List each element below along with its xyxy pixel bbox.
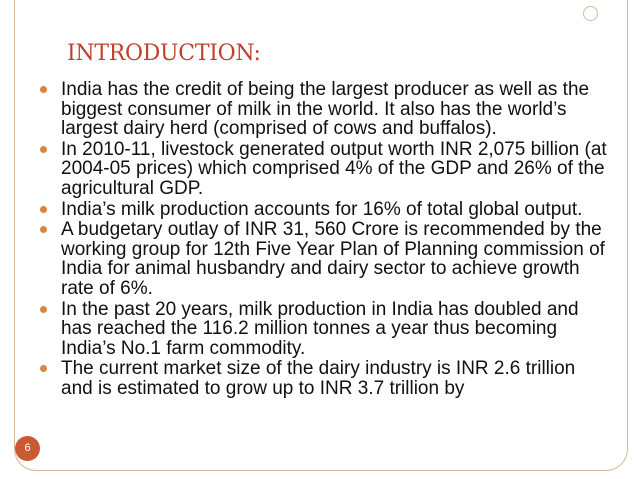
bullet-icon	[40, 145, 47, 153]
bullet-item: In the past 20 years, milk production in…	[38, 298, 608, 359]
bullet-icon	[40, 86, 47, 93]
bullet-list: India has the credit of being the larges…	[38, 80, 608, 400]
bullet-text: The current market size of the dairy ind…	[61, 358, 576, 399]
frame-circle-ornament	[583, 6, 598, 21]
bullet-text: In 2010-11, livestock generated output w…	[61, 138, 607, 199]
bullet-text: A budgetary outlay of INR 31, 560 Crore …	[61, 219, 605, 299]
bullet-item: The current market size of the dairy ind…	[38, 359, 608, 398]
bullet-icon	[40, 365, 47, 373]
bullet-icon	[40, 226, 47, 234]
bullet-text: India has the credit of being the larges…	[61, 79, 590, 140]
page-number-badge: 6	[15, 436, 40, 461]
bullet-item: A budgetary outlay of INR 31, 560 Crore …	[38, 220, 608, 298]
bullet-item: India’s milk production accounts for 16%…	[38, 198, 608, 220]
bullet-item: India has the credit of being the larges…	[38, 80, 608, 139]
bullet-icon	[40, 305, 47, 313]
slide-title: INTRODUCTION:	[67, 41, 261, 66]
slide-frame	[14, 0, 628, 471]
bullet-text: India’s milk production accounts for 16%…	[61, 198, 583, 220]
bullet-text: In the past 20 years, milk production in…	[61, 298, 579, 359]
bullet-icon	[40, 205, 47, 213]
bullet-item: In 2010-11, livestock generated output w…	[38, 138, 608, 199]
